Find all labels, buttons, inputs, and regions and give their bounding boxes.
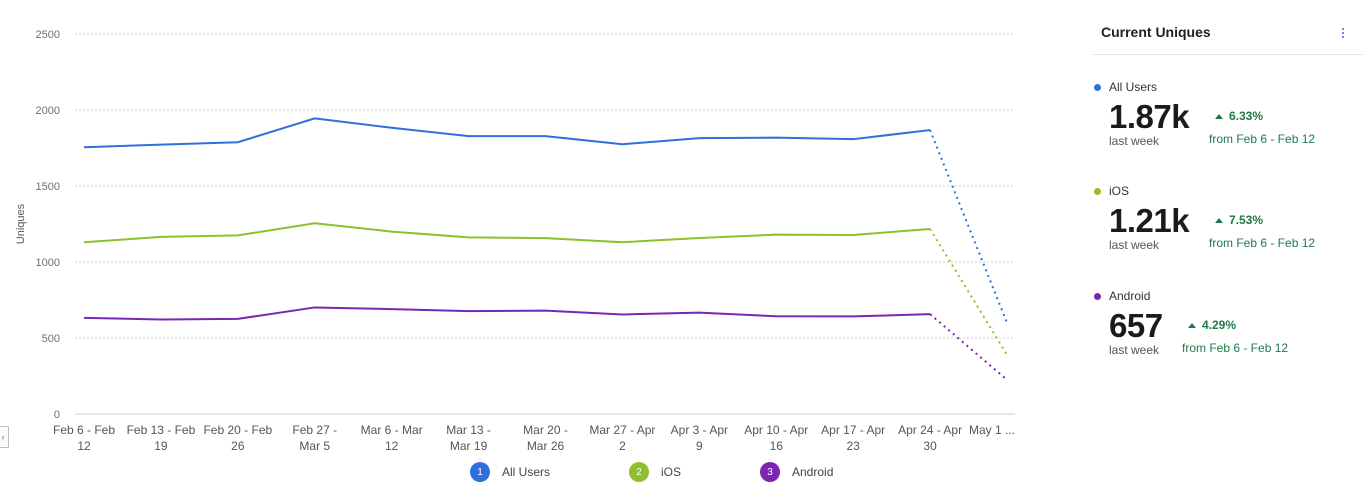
metric-period: last week [1109, 343, 1160, 357]
current-uniques-panel: Current Uniques All Users 1.87k last wee… [1093, 0, 1365, 503]
series-dot [1094, 84, 1101, 91]
legend-badge: 2 [629, 462, 649, 482]
metric-ios: iOS 1.21k last week 7.53% from Feb 6 - F… [1093, 184, 1363, 274]
x-tick-label: 19 [154, 439, 168, 453]
x-tick-label: Mar 20 - [523, 423, 568, 437]
series-incomplete-segment [929, 313, 1008, 381]
series-dot [1094, 188, 1101, 195]
y-tick-label: 500 [42, 333, 60, 345]
panel-header: Current Uniques [1093, 14, 1363, 55]
metric-range: from Feb 6 - Feb 12 [1209, 236, 1316, 250]
collapse-handle-icon[interactable]: ‹ [0, 426, 9, 448]
panel-title: Current Uniques [1101, 24, 1211, 40]
legend-item[interactable]: 1 All Users [470, 462, 550, 482]
x-tick-label: 2 [619, 439, 626, 453]
y-tick-label: 0 [54, 409, 60, 421]
legend-item[interactable]: 2 iOS [629, 462, 681, 482]
x-tick-label: Mar 6 - Mar [361, 423, 423, 437]
legend-label: Android [792, 465, 834, 479]
kebab-icon[interactable] [1341, 28, 1345, 42]
series-dot [1094, 293, 1101, 300]
metric-delta-value: 4.29% [1202, 318, 1237, 332]
metric-value: 1.87k [1109, 98, 1190, 135]
y-axis-title: Uniques [15, 203, 27, 244]
x-tick-label: Mar 19 [450, 439, 488, 453]
x-tick-label: Mar 27 - Apr [589, 423, 655, 437]
metric-delta: 7.53% [1215, 213, 1263, 227]
arrow-up-icon [1215, 218, 1223, 223]
line-chart: 0 500 1000 1500 2000 2500 Uniques Feb 6 - Feb 12… [15, 29, 1015, 453]
metric-period: last week [1109, 238, 1160, 252]
chart-area: 0 500 1000 1500 2000 2500 Uniques Feb 6 - Feb 12… [0, 29, 1060, 488]
legend-label: iOS [661, 465, 682, 479]
x-tick-label: Mar 5 [299, 439, 330, 453]
metric-value: 657 [1109, 307, 1163, 344]
legend-item[interactable]: 3 Android [760, 462, 833, 482]
x-tick-label: 9 [696, 439, 703, 453]
x-tick-label: Feb 27 - [292, 423, 337, 437]
y-tick-label: 2500 [36, 29, 60, 41]
metric-delta-value: 7.53% [1229, 213, 1264, 227]
x-tick-label: 23 [846, 439, 860, 453]
series-line [83, 222, 931, 244]
arrow-up-icon [1215, 114, 1223, 119]
metric-name: All Users [1109, 80, 1158, 94]
y-tick-label: 1000 [36, 257, 60, 269]
metric-android: Android 657 last week 4.29% from Feb 6 -… [1093, 289, 1363, 379]
x-tick-label: Apr 17 - Apr [821, 423, 885, 437]
x-tick-label: Mar 26 [527, 439, 565, 453]
metric-period: last week [1109, 134, 1160, 148]
x-tick-label: 12 [385, 439, 399, 453]
legend-badge: 3 [760, 462, 780, 482]
x-tick-label: Apr 10 - Apr [744, 423, 808, 437]
legend-badge: 1 [470, 462, 490, 482]
series-incomplete-segment [929, 228, 1008, 356]
x-tick-label: May 1 ... [969, 423, 1015, 437]
x-tick-label: Feb 13 - Feb [127, 423, 196, 437]
metric-range: from Feb 6 - Feb 12 [1209, 132, 1316, 146]
metric-delta: 6.33% [1215, 109, 1263, 123]
metric-all-users: All Users 1.87k last week 6.33% from Feb… [1093, 80, 1363, 170]
x-tick-label: 30 [923, 439, 937, 453]
x-tick-label: Apr 24 - Apr [898, 423, 962, 437]
metric-range: from Feb 6 - Feb 12 [1182, 341, 1289, 355]
metric-value: 1.21k [1109, 202, 1190, 239]
x-tick-label: 16 [770, 439, 784, 453]
x-tick-label: 12 [77, 439, 91, 453]
x-tick-label: Feb 6 - Feb [53, 423, 115, 437]
metric-name: Android [1109, 289, 1151, 303]
series-line [83, 306, 931, 321]
x-tick-label: Apr 3 - Apr [671, 423, 728, 437]
x-tick-label: 26 [231, 439, 245, 453]
metric-delta-value: 6.33% [1229, 109, 1264, 123]
series-incomplete-segment [929, 129, 1008, 324]
x-tick-label: Feb 20 - Feb [203, 423, 272, 437]
legend-label: All Users [502, 465, 551, 479]
y-tick-label: 2000 [36, 105, 60, 117]
series-line [83, 117, 931, 149]
chart-legend: 1 All Users 2 iOS 3 Android [0, 462, 1060, 488]
metric-delta: 4.29% [1188, 318, 1236, 332]
y-tick-label: 1500 [36, 181, 60, 193]
arrow-up-icon [1188, 323, 1196, 328]
x-tick-label: Mar 13 - [446, 423, 491, 437]
metric-name: iOS [1109, 184, 1130, 198]
